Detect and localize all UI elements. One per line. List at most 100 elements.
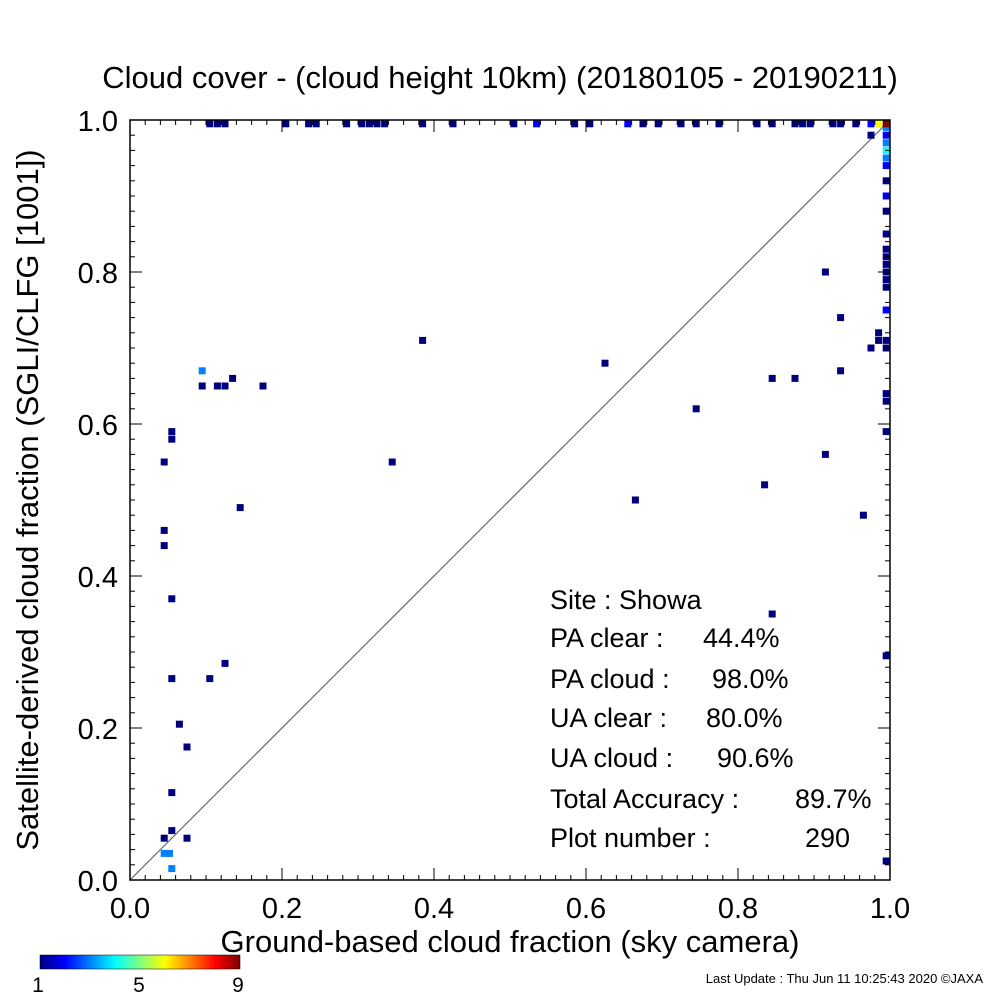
data-point <box>365 120 373 128</box>
data-point <box>791 374 799 382</box>
data-point <box>449 120 457 128</box>
data-point <box>419 336 427 344</box>
data-point <box>168 789 176 797</box>
y-tick-label: 1.0 <box>78 106 118 138</box>
data-point <box>882 857 890 865</box>
data-point <box>882 306 890 314</box>
color-bar-max-label: 9 <box>232 974 244 997</box>
data-point <box>882 260 890 268</box>
y-tick-label: 0.4 <box>78 562 118 594</box>
data-point <box>859 511 867 519</box>
x-tick-label: 0.0 <box>110 893 150 925</box>
data-point <box>586 120 594 128</box>
data-point <box>882 154 890 162</box>
ua-cloud-value: 90.6% <box>717 743 794 773</box>
stats-box: Site : Showa PA clear : 44.4% PA cloud :… <box>550 585 872 853</box>
data-point <box>168 827 176 835</box>
data-point <box>867 344 875 352</box>
data-point <box>183 743 191 751</box>
pa-clear-value: 44.4% <box>703 623 780 653</box>
pa-cloud-label: PA cloud : <box>550 664 670 694</box>
data-point <box>198 382 206 390</box>
data-point <box>852 120 860 128</box>
data-point <box>168 428 176 436</box>
chart-title: Cloud cover - (cloud height 10km) (20180… <box>102 60 898 95</box>
data-point <box>761 481 769 489</box>
data-point <box>867 131 875 139</box>
data-point <box>160 849 168 857</box>
x-tick-label: 0.8 <box>718 893 758 925</box>
data-point <box>221 382 229 390</box>
data-point <box>829 120 837 128</box>
data-point <box>160 458 168 466</box>
data-point <box>175 720 183 728</box>
pa-clear-label: PA clear : <box>550 623 664 653</box>
data-point <box>624 120 632 128</box>
data-point <box>213 382 221 390</box>
data-point <box>381 120 389 128</box>
data-point <box>198 367 206 375</box>
total-accuracy-value: 89.7% <box>795 784 872 814</box>
data-point <box>312 120 320 128</box>
data-point <box>358 120 366 128</box>
data-point <box>882 276 890 284</box>
y-tick-label: 0.8 <box>78 258 118 290</box>
last-update-text: Last Update : Thu Jun 11 10:25:43 2020 ©… <box>706 971 984 986</box>
x-tick-label: 0.4 <box>414 893 454 925</box>
one-to-one-line <box>129 119 891 881</box>
data-point <box>768 610 776 618</box>
data-point <box>799 120 807 128</box>
data-point <box>221 120 229 128</box>
pa-cloud-value: 98.0% <box>712 664 789 694</box>
data-point <box>206 675 214 683</box>
ua-clear-label: UA clear : <box>550 703 667 733</box>
data-point <box>806 120 814 128</box>
data-point <box>160 542 168 550</box>
data-point <box>213 120 221 128</box>
data-point <box>654 120 662 128</box>
plot-number-label: Plot number : <box>550 823 711 853</box>
y-tick-label: 0.0 <box>78 866 118 898</box>
data-point <box>791 120 799 128</box>
x-axis-label: Ground-based cloud fraction (sky camera) <box>221 924 800 959</box>
y-tick-label: 0.6 <box>78 410 118 442</box>
data-point <box>692 405 700 413</box>
data-point <box>305 120 313 128</box>
data-point <box>882 397 890 405</box>
data-point <box>206 120 214 128</box>
data-point <box>875 329 883 337</box>
data-point <box>821 450 829 458</box>
x-tick-label: 0.2 <box>262 893 302 925</box>
data-point <box>533 120 541 128</box>
x-tick-label: 0.6 <box>566 893 606 925</box>
data-point <box>168 675 176 683</box>
data-point <box>419 120 427 128</box>
ua-cloud-label: UA cloud : <box>550 743 673 773</box>
data-point <box>388 458 396 466</box>
axis-ticks <box>129 119 891 881</box>
data-point <box>692 120 700 128</box>
data-point <box>821 268 829 276</box>
data-point <box>875 120 883 128</box>
data-point <box>168 595 176 603</box>
data-point <box>168 865 176 873</box>
data-point <box>343 120 351 128</box>
data-point <box>168 435 176 443</box>
y-tick-label: 0.2 <box>78 714 118 746</box>
data-point <box>160 834 168 842</box>
data-point <box>229 374 237 382</box>
color-bar <box>39 954 241 970</box>
data-point <box>882 120 890 128</box>
data-point <box>753 120 761 128</box>
data-point <box>768 374 776 382</box>
data-point <box>882 428 890 436</box>
plot-number-value: 290 <box>805 823 850 853</box>
data-point <box>160 526 168 534</box>
site-label: Site : Showa <box>550 585 703 615</box>
data-point <box>882 230 890 238</box>
data-point <box>882 652 890 660</box>
data-point <box>510 120 518 128</box>
data-point <box>183 834 191 842</box>
data-point <box>715 120 723 128</box>
